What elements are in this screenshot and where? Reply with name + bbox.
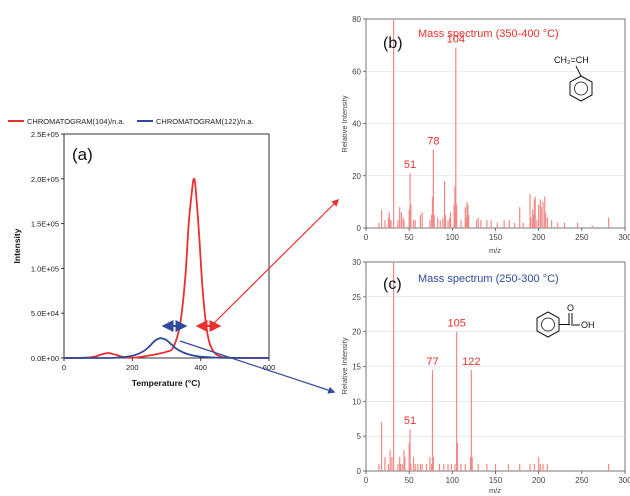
- spectrum-title-c: Mass spectrum (250-300 °C): [418, 273, 559, 285]
- series-line-122: [63, 337, 270, 359]
- mass-spectrum-b-panel: 0 20 40 60 80 0 50 100 150 200 250 300 104 78 51 (b)…: [340, 15, 630, 255]
- x-tick-label: 50: [405, 476, 414, 485]
- x-axis-title: m/z: [489, 486, 501, 495]
- peak-label-104: 104: [447, 34, 465, 46]
- x-tick-label: 200: [532, 476, 546, 485]
- y-tick-label: 2.0E+05: [31, 175, 59, 184]
- x-tick-label: 0: [364, 233, 369, 242]
- peak-label-51: 51: [404, 415, 416, 427]
- y-tick-label: 5.0E+04: [31, 309, 59, 318]
- y-tick-label: 30: [352, 258, 361, 267]
- styrene-structure: CH₂=CH: [554, 55, 593, 102]
- y-tick-label: 0: [357, 467, 362, 476]
- benzoic-acid-structure: O OH: [536, 303, 595, 338]
- y-tick-label: 5: [357, 432, 362, 441]
- panel-label-a: (a): [72, 145, 93, 164]
- x-tick-label: 600: [263, 363, 276, 372]
- peak-label-77: 77: [426, 356, 438, 368]
- x-tick-label: 200: [532, 233, 546, 242]
- y-tick-label: 40: [352, 120, 361, 129]
- x-tick-label: 0: [62, 363, 66, 372]
- x-axis: 0 50 100 150 200 250 300: [364, 228, 630, 242]
- y-tick-label: 1.0E+05: [31, 264, 59, 273]
- x-axis-title: m/z: [489, 246, 501, 255]
- structure-label-o: O: [567, 303, 574, 313]
- legend: CHROMATOGRAM(104)/n.a. CHROMATOGRAM(122)…: [8, 117, 254, 126]
- x-tick-label: 0: [364, 476, 369, 485]
- spectrum-peaks: [378, 19, 610, 228]
- x-tick-label: 400: [194, 363, 207, 372]
- structure-label-oh: OH: [581, 320, 595, 330]
- series-line-104: [63, 177, 270, 359]
- y-axis: 0 5 10 15 20 25 30: [352, 258, 366, 476]
- y-tick-label: 1.5E+05: [31, 220, 59, 229]
- y-tick-label: 80: [352, 15, 361, 24]
- x-tick-label: 250: [575, 233, 589, 242]
- legend-label-104: CHROMATOGRAM(104)/n.a.: [27, 117, 125, 126]
- y-axis-title: Relative Intensity: [340, 95, 349, 152]
- y-tick-label: 15: [352, 363, 361, 372]
- y-tick-label: 0.0E+00: [31, 354, 59, 363]
- panel-label-c: (c): [383, 276, 402, 293]
- peak-label-78: 78: [427, 136, 439, 148]
- x-tick-label: 200: [126, 363, 139, 372]
- x-axis: 0 200 400 600: [62, 358, 275, 372]
- spectrum-title-b: Mass spectrum (350-400 °C): [418, 28, 559, 40]
- gridlines: [366, 296, 625, 437]
- legend-label-122: CHROMATOGRAM(122)/n.a.: [156, 117, 254, 126]
- y-tick-label: 2.5E+05: [31, 130, 59, 139]
- x-axis-title: Temperature (°C): [132, 378, 201, 388]
- structure-label-vinyl: CH₂=CH: [554, 55, 589, 65]
- y-axis-title: Relative Intensity: [340, 337, 349, 394]
- connector-arrow-to-b: [210, 198, 340, 327]
- panel-label-b: (b): [383, 35, 403, 52]
- y-tick-label: 0: [357, 224, 362, 233]
- x-tick-label: 100: [446, 476, 460, 485]
- connector-arrow-to-c: [179, 340, 336, 394]
- mass-spectrum-c-panel: 0 5 10 15 20 25 30 0 50 100 150 200 250 300 105 122 77…: [340, 258, 630, 495]
- y-axis: 0.0E+00 5.0E+04 1.0E+05 1.5E+05 2.0E+05 2.5E+…: [31, 130, 64, 363]
- plot-frame: [63, 133, 270, 359]
- gridlines: [366, 70, 625, 177]
- x-axis: 0 50 100 150 200 250 300: [364, 471, 630, 485]
- x-tick-label: 150: [489, 476, 503, 485]
- y-tick-label: 25: [352, 293, 361, 302]
- y-axis: 0 20 40 60 80: [352, 15, 366, 233]
- y-tick-label: 10: [352, 397, 361, 406]
- peak-label-51: 51: [404, 159, 416, 171]
- structure-bond: [575, 65, 582, 77]
- y-tick-label: 60: [352, 67, 361, 76]
- benzene-ring: [569, 75, 593, 102]
- peak-label-105: 105: [447, 318, 465, 330]
- aromatic-circle: [574, 81, 588, 96]
- series-lines: [63, 177, 270, 359]
- peak-label-122: 122: [462, 356, 480, 368]
- x-tick-label: 50: [405, 233, 414, 242]
- peak-labels: 104 78 51: [404, 34, 465, 171]
- peak-labels: 105 122 77 51: [404, 318, 481, 428]
- y-tick-label: 20: [352, 328, 361, 337]
- aromatic-circle: [541, 317, 555, 332]
- chromatogram-panel: CHROMATOGRAM(104)/n.a. CHROMATOGRAM(122)…: [8, 117, 340, 394]
- y-tick-label: 20: [352, 172, 361, 181]
- x-tick-label: 300: [618, 476, 630, 485]
- benzene-ring: [536, 311, 560, 338]
- x-tick-label: 150: [489, 233, 503, 242]
- x-tick-label: 300: [618, 233, 630, 242]
- spectrum-peaks: [378, 262, 610, 471]
- x-tick-label: 100: [446, 233, 460, 242]
- x-tick-label: 250: [575, 476, 589, 485]
- y-axis-title: Intensity: [12, 228, 22, 263]
